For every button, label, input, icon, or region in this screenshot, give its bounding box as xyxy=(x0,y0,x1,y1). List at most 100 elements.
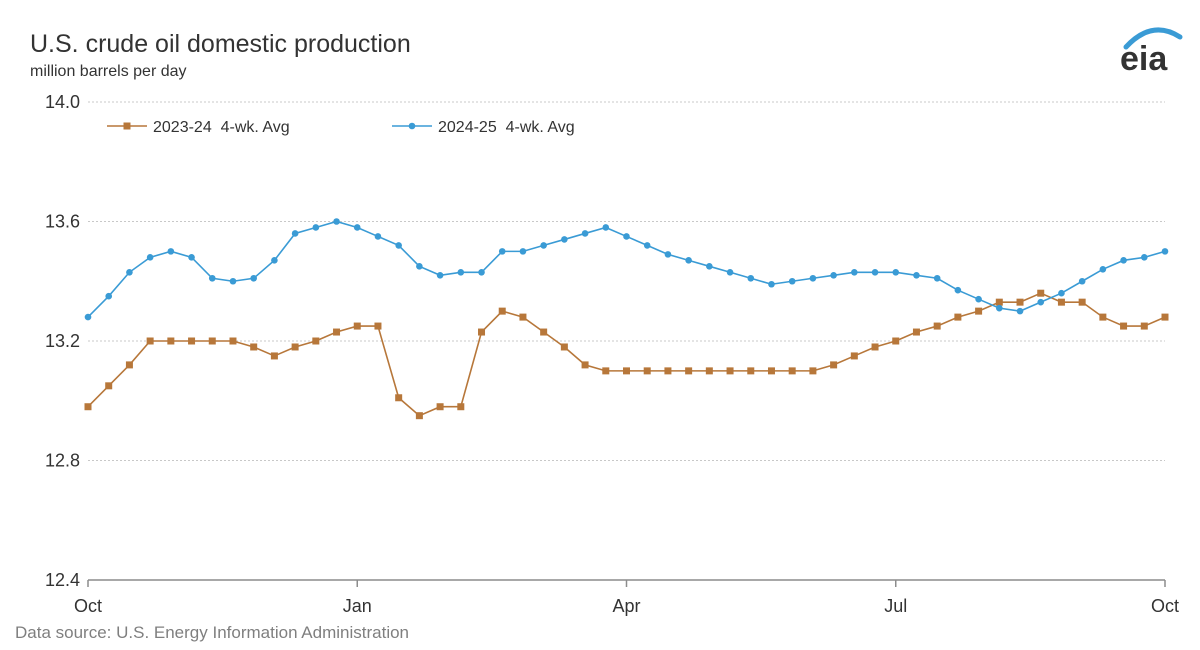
data-point xyxy=(954,313,962,321)
data-point xyxy=(561,236,568,243)
data-point xyxy=(126,268,133,276)
data-point xyxy=(664,251,672,258)
data-point xyxy=(1099,313,1107,321)
y-tick-label: 14.0 xyxy=(45,92,80,112)
data-point xyxy=(208,274,216,282)
data-point xyxy=(436,403,444,411)
data-point xyxy=(747,367,755,375)
data-point xyxy=(623,367,630,375)
data-point xyxy=(146,254,154,261)
data-point xyxy=(995,298,1003,306)
data-point xyxy=(540,328,548,336)
data-point xyxy=(208,337,216,345)
data-point xyxy=(602,224,610,231)
data-point xyxy=(478,328,486,336)
y-tick-label: 12.4 xyxy=(45,570,80,590)
data-point xyxy=(1037,289,1045,297)
series-lines xyxy=(84,218,1169,420)
data-point xyxy=(395,394,403,402)
data-point xyxy=(540,242,547,249)
data-point xyxy=(892,337,900,345)
x-tick-label: Jan xyxy=(343,596,372,616)
data-point xyxy=(726,268,734,276)
data-point xyxy=(395,242,402,249)
data-point xyxy=(1161,313,1169,321)
y-tick-labels: 12.4 12.8 13.2 13.6 14.0 xyxy=(45,92,80,590)
data-point xyxy=(167,248,175,255)
data-point xyxy=(478,268,485,276)
data-point xyxy=(768,280,775,288)
data-point xyxy=(975,295,982,303)
x-tick-label: Jul xyxy=(884,596,907,616)
data-point xyxy=(892,268,900,276)
data-point xyxy=(374,233,382,240)
data-point xyxy=(105,382,113,390)
series-2023-24 xyxy=(84,289,1169,420)
logo-text: eia xyxy=(1120,40,1168,75)
data-point xyxy=(229,337,237,345)
data-point xyxy=(105,292,113,300)
data-point xyxy=(685,367,693,375)
data-point xyxy=(1140,254,1148,261)
data-point xyxy=(270,352,278,360)
x-tick-labels: Oct Jan Apr Jul Oct xyxy=(74,596,1179,616)
legend-label: 2024-25 4-wk. Avg xyxy=(438,119,575,136)
data-point xyxy=(312,337,320,345)
data-point xyxy=(1016,298,1024,306)
data-point xyxy=(374,322,382,330)
y-tick-label: 13.2 xyxy=(45,331,80,351)
data-point xyxy=(291,230,299,237)
data-point xyxy=(1099,266,1107,273)
logo-arc xyxy=(1123,27,1183,50)
data-point xyxy=(271,257,278,264)
data-point xyxy=(767,367,775,375)
legend: 2023-24 4-wk. Avg 2024-25 4-wk. Avg xyxy=(107,119,575,136)
data-point xyxy=(581,361,589,369)
data-point xyxy=(1161,248,1169,255)
data-point xyxy=(581,230,589,237)
data-point xyxy=(809,367,817,375)
data-point xyxy=(933,322,941,330)
data-point xyxy=(436,271,444,279)
data-point xyxy=(125,361,133,369)
data-point xyxy=(353,322,361,330)
chart-subtitle: million barrels per day xyxy=(30,63,187,80)
data-point xyxy=(229,277,237,285)
legend-marker xyxy=(408,122,416,130)
data-point xyxy=(1120,257,1127,264)
x-tick-label: Apr xyxy=(612,596,640,616)
eia-logo: eia xyxy=(1120,27,1183,75)
data-point xyxy=(788,367,796,375)
data-point xyxy=(1058,289,1065,297)
data-point xyxy=(519,313,527,321)
data-point xyxy=(996,304,1003,312)
data-point xyxy=(84,403,92,411)
data-point xyxy=(250,274,257,282)
data-point xyxy=(560,343,568,351)
data-point xyxy=(519,248,527,255)
data-point xyxy=(850,352,858,360)
data-point xyxy=(188,337,196,345)
series-line xyxy=(87,292,1166,417)
data-point xyxy=(602,367,610,375)
x-axis xyxy=(87,579,1166,587)
legend-label: 2023-24 4-wk. Avg xyxy=(153,119,290,136)
data-point xyxy=(1057,298,1065,306)
series-2024-25 xyxy=(84,218,1169,321)
x-tick-label: Oct xyxy=(1151,596,1179,616)
data-point xyxy=(726,367,734,375)
data-point xyxy=(851,268,858,276)
data-point xyxy=(913,271,920,279)
data-point xyxy=(167,337,175,345)
data-point xyxy=(312,224,320,231)
data-point xyxy=(954,286,962,294)
data-point xyxy=(643,367,651,375)
data-point xyxy=(975,307,983,315)
data-point xyxy=(1016,307,1024,315)
data-point xyxy=(830,361,838,369)
data-point xyxy=(353,224,361,231)
y-tick-label: 12.8 xyxy=(45,451,80,471)
data-point xyxy=(871,268,879,276)
data-point xyxy=(84,313,92,321)
data-point xyxy=(188,254,195,261)
